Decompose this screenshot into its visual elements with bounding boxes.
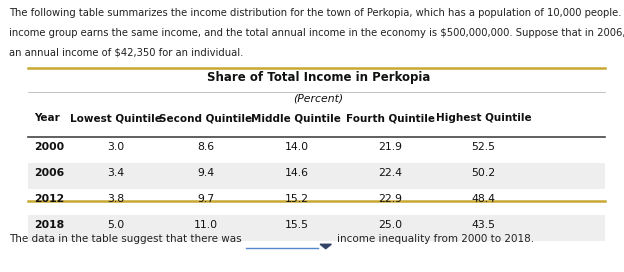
Text: The following table summarizes the income distribution for the town of Perkopia,: The following table summarizes the incom…	[9, 8, 624, 18]
Text: Share of Total Income in Perkopia: Share of Total Income in Perkopia	[207, 71, 430, 84]
Text: Middle Quintile: Middle Quintile	[251, 113, 341, 123]
Text: 52.5: 52.5	[472, 142, 495, 152]
Text: 2018: 2018	[34, 220, 64, 230]
Text: 50.2: 50.2	[472, 168, 495, 178]
Text: 14.6: 14.6	[285, 168, 308, 178]
Text: income group earns the same income, and the total annual income in the economy i: income group earns the same income, and …	[9, 28, 624, 38]
Text: Lowest Quintile: Lowest Quintile	[69, 113, 162, 123]
Text: 15.2: 15.2	[285, 194, 308, 204]
Text: income inequality from 2000 to 2018.: income inequality from 2000 to 2018.	[337, 234, 534, 244]
Text: 48.4: 48.4	[472, 194, 495, 204]
Text: Second Quintile: Second Quintile	[159, 113, 253, 123]
Text: 25.0: 25.0	[378, 220, 402, 230]
Text: (Percent): (Percent)	[293, 93, 343, 103]
Text: an annual income of $42,350 for an individual.: an annual income of $42,350 for an indiv…	[9, 47, 244, 57]
Text: 11.0: 11.0	[194, 220, 218, 230]
Text: 22.4: 22.4	[378, 168, 402, 178]
Text: 22.9: 22.9	[378, 194, 402, 204]
Text: 3.0: 3.0	[107, 142, 124, 152]
Text: 21.9: 21.9	[378, 142, 402, 152]
Text: The data in the table suggest that there was: The data in the table suggest that there…	[9, 234, 242, 244]
Text: 15.5: 15.5	[285, 220, 308, 230]
Text: 3.8: 3.8	[107, 194, 124, 204]
Text: 9.7: 9.7	[197, 194, 215, 204]
Text: Fourth Quintile: Fourth Quintile	[346, 113, 434, 123]
Text: 43.5: 43.5	[472, 220, 495, 230]
Bar	[28, 215, 605, 241]
Text: Year: Year	[34, 113, 60, 123]
Text: 2006: 2006	[34, 168, 64, 178]
Text: 9.4: 9.4	[197, 168, 215, 178]
Bar	[28, 163, 605, 189]
Text: 2000: 2000	[34, 142, 64, 152]
Text: 5.0: 5.0	[107, 220, 124, 230]
Text: 3.4: 3.4	[107, 168, 124, 178]
Text: 8.6: 8.6	[197, 142, 215, 152]
Text: Highest Quintile: Highest Quintile	[436, 113, 532, 123]
Text: 14.0: 14.0	[285, 142, 308, 152]
Polygon shape	[320, 244, 331, 249]
Text: 2012: 2012	[34, 194, 64, 204]
